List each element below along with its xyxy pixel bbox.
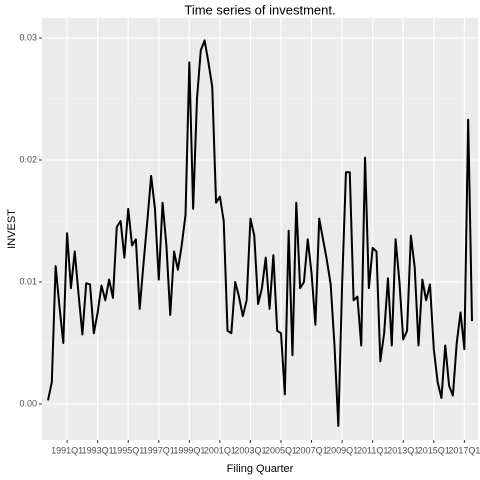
x-tick-label: 1991Q1 <box>51 445 83 455</box>
x-tick-label: 2005Q1 <box>265 445 297 455</box>
y-tick-label: 0.02 <box>19 154 37 164</box>
y-tick-label: 0.03 <box>19 32 37 42</box>
x-tick-label: 2009Q1 <box>326 445 358 455</box>
x-tick-label: 2001Q1 <box>204 445 236 455</box>
y-tick-label: 0.00 <box>19 398 37 408</box>
marks <box>47 39 473 427</box>
plot-panel <box>42 18 478 440</box>
x-tick-label: 2011Q1 <box>357 445 388 455</box>
chart-title: Time series of investment. <box>184 2 335 17</box>
y-tick-label: 0.01 <box>19 276 37 286</box>
x-tick-label: 2007Q1 <box>296 445 328 455</box>
x-axis-label: Filing Quarter <box>227 463 294 475</box>
y-axis-label: INVEST <box>6 209 18 249</box>
x-tick-label: 1995Q1 <box>112 445 144 455</box>
x-tick-label: 2015Q1 <box>418 445 450 455</box>
x-tick-label: 2003Q1 <box>234 445 266 455</box>
series-line <box>47 39 473 427</box>
x-tick-label: 2017Q1 <box>448 445 480 455</box>
x-tick-label: 2013Q1 <box>387 445 419 455</box>
x-tick-label: 1999Q1 <box>173 445 205 455</box>
x-tick-label: 1993Q1 <box>82 445 114 455</box>
x-tick-label: 1997Q1 <box>143 445 175 455</box>
